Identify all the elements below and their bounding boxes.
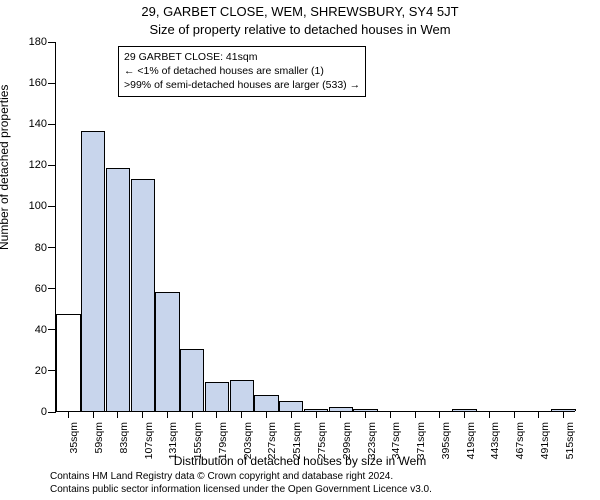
x-tick xyxy=(192,411,193,418)
x-axis-label: Distribution of detached houses by size … xyxy=(0,454,600,468)
x-tick xyxy=(514,411,515,418)
y-tick xyxy=(48,370,56,371)
footer-attribution: Contains HM Land Registry data © Crown c… xyxy=(50,471,432,496)
x-tick xyxy=(340,411,341,418)
y-tick-label: 60 xyxy=(17,283,47,295)
footer-line2: Contains public sector information licen… xyxy=(50,484,432,497)
x-tick xyxy=(117,411,118,418)
footer-line1: Contains HM Land Registry data © Crown c… xyxy=(50,471,432,484)
x-tick xyxy=(68,411,69,418)
y-tick xyxy=(48,83,56,84)
x-tick xyxy=(241,411,242,418)
annotation-box: 29 GARBET CLOSE: 41sqm ← <1% of detached… xyxy=(118,46,366,97)
x-tick xyxy=(489,411,490,418)
y-tick-label: 100 xyxy=(17,200,47,212)
histogram-bar xyxy=(205,382,229,411)
x-tick xyxy=(316,411,317,418)
y-tick-label: 40 xyxy=(17,324,47,336)
x-tick xyxy=(93,411,94,418)
x-tick xyxy=(266,411,267,418)
y-tick-label: 120 xyxy=(17,159,47,171)
x-tick xyxy=(291,411,292,418)
y-tick-label: 80 xyxy=(17,242,47,254)
x-tick xyxy=(538,411,539,418)
histogram-bar xyxy=(81,131,105,411)
y-tick xyxy=(48,206,56,207)
x-tick xyxy=(439,411,440,418)
y-tick xyxy=(48,329,56,330)
chart-title-line2: Size of property relative to detached ho… xyxy=(0,22,600,37)
histogram-bar xyxy=(230,380,254,411)
chart-title-line1: 29, GARBET CLOSE, WEM, SHREWSBURY, SY4 5… xyxy=(0,4,600,19)
y-tick xyxy=(48,288,56,289)
x-tick xyxy=(464,411,465,418)
y-tick xyxy=(48,412,56,413)
histogram-bar xyxy=(279,401,303,411)
x-tick xyxy=(390,411,391,418)
histogram-bar xyxy=(155,292,179,411)
x-tick xyxy=(563,411,564,418)
annotation-line1: 29 GARBET CLOSE: 41sqm xyxy=(124,50,360,64)
x-tick xyxy=(415,411,416,418)
y-tick-label: 20 xyxy=(17,365,47,377)
histogram-bar xyxy=(131,179,155,411)
y-tick xyxy=(48,247,56,248)
x-tick xyxy=(365,411,366,418)
annotation-line2: ← <1% of detached houses are smaller (1) xyxy=(124,64,360,78)
x-tick xyxy=(167,411,168,418)
y-tick-label: 160 xyxy=(17,77,47,89)
y-tick-label: 140 xyxy=(17,118,47,130)
histogram-bar xyxy=(180,349,204,411)
histogram-bar xyxy=(56,314,80,411)
y-tick-label: 180 xyxy=(17,36,47,48)
y-tick-label: 0 xyxy=(17,406,47,418)
y-tick xyxy=(48,165,56,166)
histogram-bar xyxy=(106,168,130,411)
y-tick xyxy=(48,124,56,125)
annotation-line3: >99% of semi-detached houses are larger … xyxy=(124,78,360,92)
plot-area: 29 GARBET CLOSE: 41sqm ← <1% of detached… xyxy=(55,42,575,412)
x-tick xyxy=(216,411,217,418)
histogram-bar xyxy=(254,395,278,411)
x-tick xyxy=(142,411,143,418)
y-axis-label: Number of detached properties xyxy=(0,85,11,250)
y-tick xyxy=(48,42,56,43)
